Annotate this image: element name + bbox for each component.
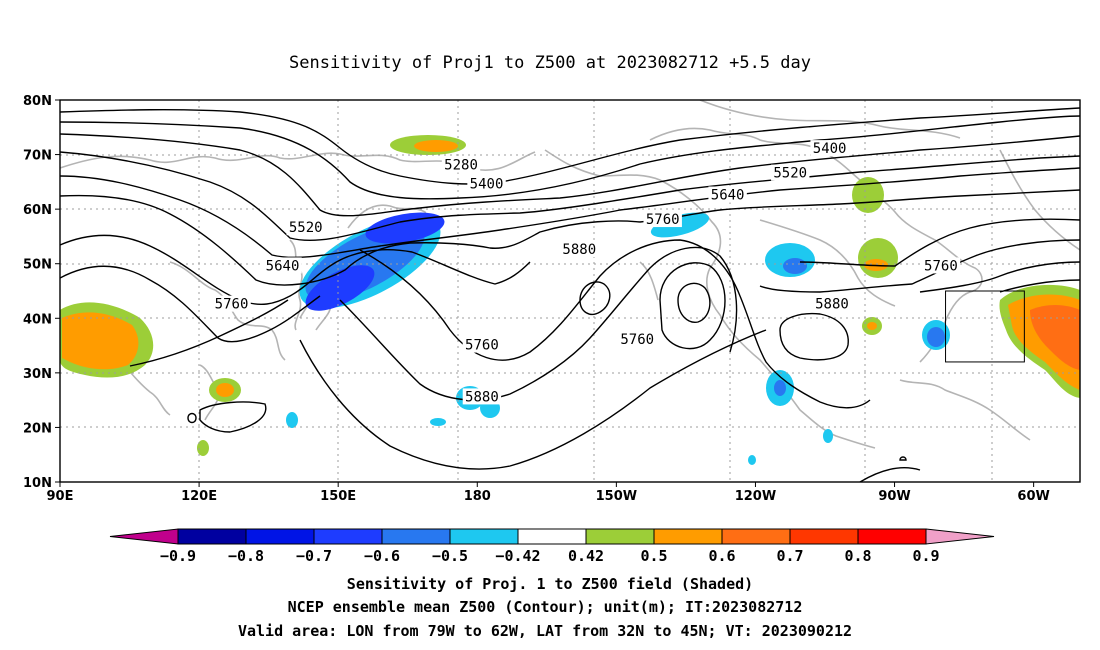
contour-label-bg [643,211,682,228]
contour-label: 5880 [465,389,499,405]
colorbar-label: −0.6 [364,547,400,565]
contour-label-bg [263,257,302,274]
colorbar-label: 0.5 [640,547,667,565]
contour-label-bg [708,186,747,203]
colorbar-label: 0.8 [844,547,871,565]
coastlines [60,100,1080,449]
colorbar-label: 0.6 [708,547,735,565]
positive-blob-canada-1 [852,177,884,213]
lon-tick-label: 180 [464,489,491,504]
contour-label-bg [462,336,502,353]
lat-tick-label: 40N [23,312,52,327]
lon-tick-label: 120E [181,489,217,504]
contour-label: 5760 [465,338,499,354]
colorbar-segment [313,528,383,545]
colorbar-segment [653,528,723,545]
map-frame [59,99,1081,483]
contour-label: 5760 [215,297,249,313]
caption-line-2: NCEP ensemble mean Z500 (Contour); unit(… [288,598,803,616]
lat-tick-label: 80N [23,94,52,109]
contour-label-bg [286,219,325,236]
positive-core-asia [62,312,139,370]
contour-label-bg [560,241,599,258]
colorbar-segment [585,528,655,545]
contour-label: 5760 [646,212,680,228]
contour-label: 5760 [620,332,654,348]
map-background [60,100,1080,482]
colorbar-label: 0.9 [912,547,939,565]
contour-labels: 5280 5400 5520 5640 5760 5400 5520 5640 5760 5880… [212,140,961,405]
colorbar-segment [177,528,247,545]
map-title: Sensitivity of Proj1 to Z500 at 20230827… [289,53,811,73]
contour-label-bg [462,388,502,405]
contour-label: 5640 [711,188,745,204]
colorbar-segment [449,528,519,545]
contour-label: 5880 [815,297,849,313]
colorbar-extend-low [109,528,179,545]
contour-label: 5400 [813,141,847,157]
colorbar-label: −0.42 [495,547,540,565]
contour-label: 5640 [266,258,300,274]
lon-tick-label: 120W [735,489,776,504]
lat-tick-label: 20N [23,421,52,436]
caption-line-3: Valid area: LON from 79W to 62W, LAT fro… [238,622,852,640]
contour-label-bg [921,257,961,274]
colorbar-segment [789,528,859,545]
latitude-axis: 80N 70N 60N 50N 40N 30N 20N 10N [23,94,60,491]
colorbar-label: −0.9 [160,547,196,565]
valid-area-box [945,290,1025,363]
colorbar-extend-high [925,528,995,545]
lat-tick-label: 60N [23,203,52,218]
colorbar-label: 0.42 [568,547,604,565]
colorbar-segment [721,528,791,545]
contour-label: 5400 [470,177,504,193]
colorbar-label: −0.8 [228,547,264,565]
contour-label: 5280 [444,157,478,173]
lon-tick-label: 150W [596,489,637,504]
contour-label: 5760 [924,258,958,274]
contour-label-bg [771,164,810,181]
contour-label: 5520 [773,166,807,182]
colorbar-segment [381,528,451,545]
colorbar: −0.9 −0.8 −0.7 −0.6 −0.5 −0.42 0.42 0.5 0.6 0.7 0.… [109,528,995,565]
lon-tick-label: 60W [1017,489,1049,504]
colorbar-segment [245,528,315,545]
contour-label: 5520 [289,220,323,236]
colorbar-segment [517,528,587,545]
contour-label-bg [810,140,849,157]
lat-tick-label: 30N [23,367,52,382]
lat-tick-label: 10N [23,476,52,491]
positive-blob-canada-2 [858,238,898,278]
lat-tick-label: 50N [23,258,52,273]
colorbar-label: 0.7 [776,547,803,565]
contour-label-bg [212,295,251,312]
colorbar-label: −0.5 [432,547,468,565]
contour-label-bg [441,156,481,173]
contour-label-bg [618,331,657,348]
contour-label: 5880 [562,242,596,258]
lon-tick-label: 90E [47,489,74,504]
colorbar-segment [857,528,927,545]
lat-tick-label: 70N [23,149,52,164]
longitude-axis: 90E 120E 150E 180 150W 120W 90W 60W [47,482,1050,504]
caption-line-1: Sensitivity of Proj. 1 to Z500 field (Sh… [347,575,753,593]
contour-label-bg [812,295,852,312]
colorbar-label: −0.7 [296,547,332,565]
lon-tick-label: 90W [878,489,910,504]
sensitivity-shading [60,135,1080,465]
grid-lines [60,100,1080,482]
lon-tick-label: 150E [320,489,356,504]
contour-label-bg [467,175,506,192]
